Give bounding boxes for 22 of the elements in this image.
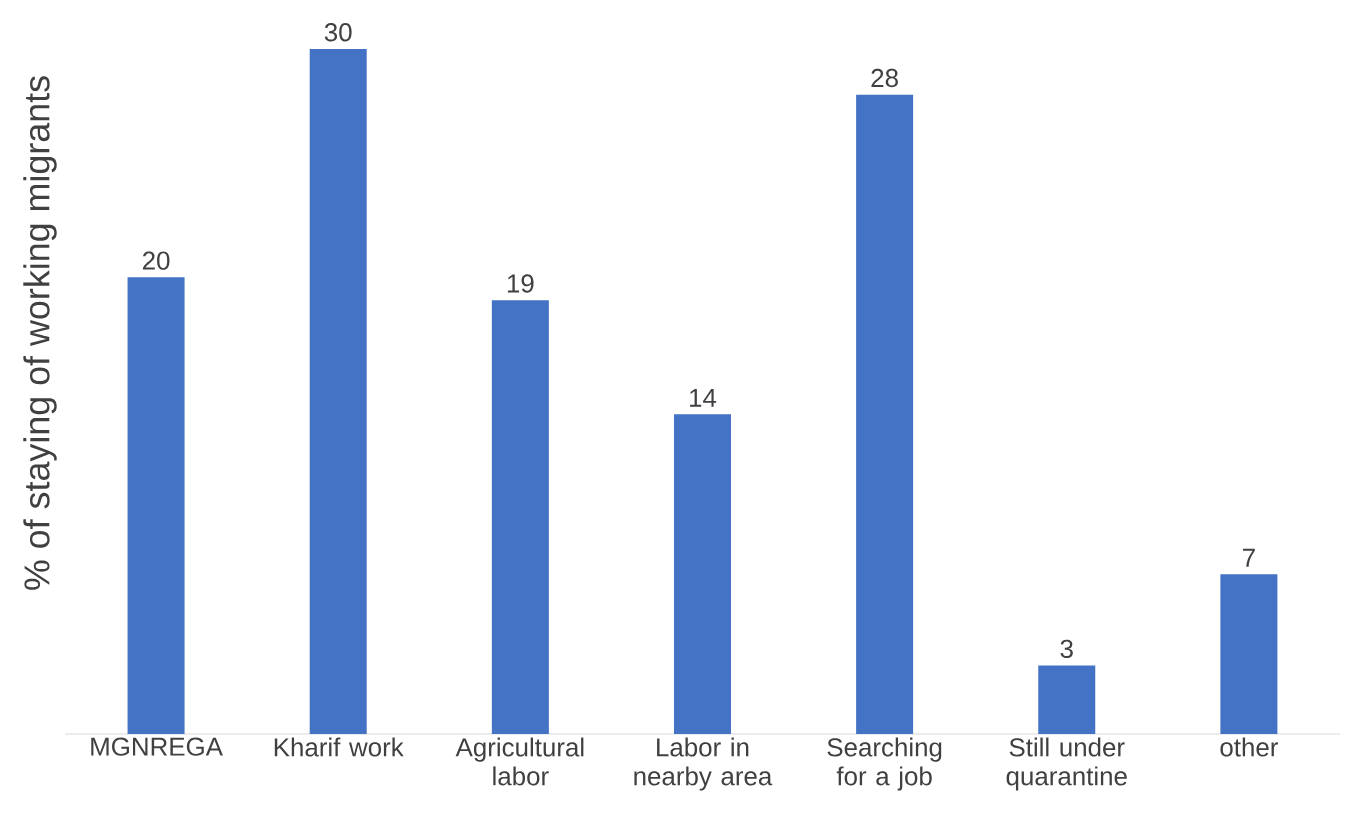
x-tick-label: Labor in nearby area	[634, 737, 773, 791]
data-label: 30	[324, 23, 352, 42]
x-tick-label: MGNREGA	[91, 737, 223, 756]
x-tick-label: Kharif work	[274, 737, 404, 757]
data-label: 20	[142, 251, 170, 270]
data-label: 19	[507, 274, 534, 293]
bar	[491, 300, 549, 734]
data-label: 28	[871, 68, 898, 88]
bar	[127, 277, 185, 734]
x-tick-label: Agricultural labor	[455, 737, 584, 786]
bar	[856, 94, 914, 734]
x-tick-label: Searching for a job	[827, 737, 942, 791]
data-label: 3	[1060, 639, 1073, 658]
y-axis-title: % of staying of working migrants	[23, 76, 57, 590]
data-label: 14	[690, 388, 717, 407]
bar	[1038, 665, 1096, 734]
x-tick-label: other	[1220, 737, 1278, 757]
x-tick-label: Still under quarantine	[1006, 737, 1127, 791]
bar	[309, 48, 367, 734]
bar	[673, 414, 731, 734]
bar	[1220, 574, 1278, 734]
data-label: 7	[1243, 548, 1255, 567]
